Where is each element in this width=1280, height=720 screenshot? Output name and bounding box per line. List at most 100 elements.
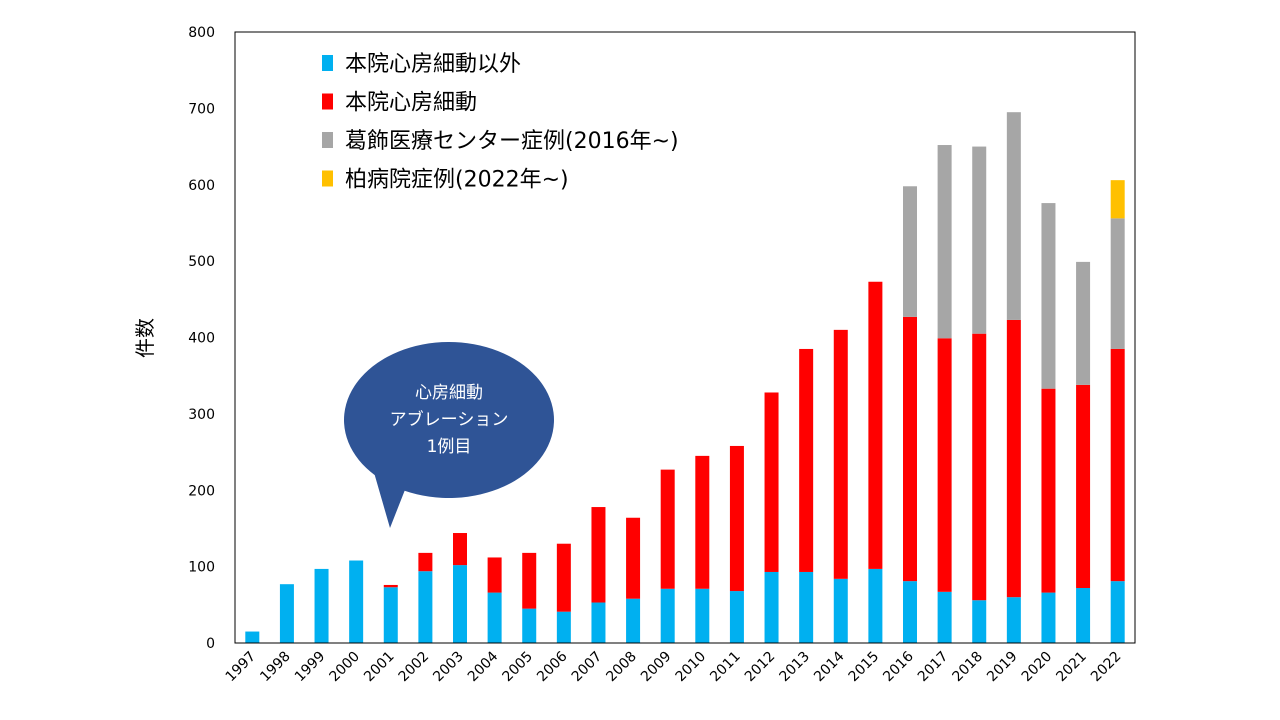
bar-segment-series-2-2018 [972,146,987,334]
bar-segment-series-1-2011 [729,445,744,592]
y-tick-label: 800 [188,25,215,41]
bar-segment-series-2-2019 [1006,112,1021,320]
callout-line-1: 心房細動 [415,383,483,403]
bar-segment-series-1-2018 [972,333,987,601]
bar-segment-series-1-2015 [868,281,883,569]
bar-segment-series-1-2009 [660,469,675,589]
bar-segment-series-0-2010 [695,588,710,643]
x-tick-label: 2019 [984,649,1021,686]
bar-segment-series-0-2011 [729,591,744,643]
bar-segment-series-1-2016 [903,316,917,582]
bar-segment-series-2-2016 [903,186,917,317]
y-tick-label: 500 [188,254,215,270]
legend-swatch-2 [322,132,333,148]
x-tick-label: 2010 [673,649,710,686]
bar-segment-series-0-2020 [1041,592,1056,643]
bar-segment-series-0-2006 [556,611,571,643]
x-tick-label: 1999 [292,649,329,686]
legend-label-0: 本院心房細動以外 [345,52,521,77]
bar-segment-series-0-2017 [937,591,952,643]
x-tick-label: 2009 [638,649,675,686]
callout-line-3: 1例目 [427,437,472,457]
bar-segment-series-0-2005 [522,608,537,643]
x-tick-label: 2021 [1053,649,1090,686]
bar-segment-series-3-2022 [1110,180,1125,219]
bar-segment-series-2-2020 [1041,203,1056,389]
callout-bubble: 心房細動 アブレーション 1例目 [344,342,555,528]
y-tick-label: 400 [188,331,215,347]
legend-swatch-3 [322,170,333,187]
bar-segment-series-1-2004 [487,557,502,593]
bar-segment-series-0-2013 [799,571,814,643]
x-tick-label: 2011 [707,649,744,686]
bar-segment-series-0-2012 [764,571,779,643]
bar-segment-series-1-2014 [833,329,848,579]
plot-frame [234,31,1136,644]
bars-layer [245,112,1125,643]
bar-segment-series-1-2012 [764,392,779,572]
bar-segment-series-0-2007 [591,602,606,643]
y-tick-label: 200 [188,483,215,499]
bar-segment-series-1-2022 [1110,348,1125,582]
bar-segment-series-0-1999 [314,568,329,643]
y-tick-label: 0 [206,636,215,652]
bar-segment-series-0-2000 [349,560,364,643]
x-tick-label: 2005 [500,649,537,686]
bar-segment-series-0-1998 [279,584,294,643]
bar-segment-series-0-2021 [1076,588,1091,643]
x-tick-label: 2001 [361,649,398,686]
callout-line-2: アブレーション [390,409,509,430]
bar-segment-series-0-2014 [833,578,848,643]
legend-swatch-1 [322,93,333,110]
x-tick-label: 2002 [396,649,433,686]
bar-segment-series-0-1997 [245,631,260,643]
bar-segment-series-2-2017 [937,145,952,339]
legend-swatch-0 [322,55,333,71]
bar-segment-series-1-2006 [556,543,571,612]
x-tick-label: 2006 [534,648,571,685]
bar-segment-series-1-2002 [418,552,433,572]
callout-shape [344,342,555,528]
x-axis-ticks: 1997199819992000200120022003200420052006… [223,648,1125,685]
legend-label-3: 柏病院症例(2022年~) [345,168,569,193]
x-tick-label: 2008 [603,649,640,686]
y-tick-label: 700 [188,101,215,117]
bar-segment-series-2-2022 [1110,218,1125,349]
x-tick-label: 2022 [1088,649,1125,686]
bar-segment-series-2-2021 [1076,261,1091,385]
x-tick-label: 2012 [742,649,779,686]
bar-segment-series-0-2003 [453,565,467,643]
bar-segment-series-1-2013 [799,348,814,572]
plot-frame-layer [234,31,1136,644]
bar-segment-series-1-2017 [937,338,952,592]
x-tick-label: 2000 [326,649,363,686]
bar-segment-series-1-2010 [695,455,710,589]
bar-segment-series-0-2008 [626,598,641,643]
bar-segment-series-0-2016 [903,581,917,643]
x-tick-label: 2014 [811,648,848,685]
bar-segment-series-0-2018 [972,600,987,643]
bar-segment-series-1-2007 [591,507,606,603]
bar-segment-series-0-2004 [487,592,502,643]
y-axis-ticks: 0 100 200 300 400 500 600 700 800 [188,25,215,652]
x-tick-label: 2004 [465,648,502,685]
bar-segment-series-1-2005 [522,552,537,609]
bar-segment-series-0-2019 [1006,597,1021,643]
legend-label-1: 本院心房細動 [345,91,477,116]
bar-segment-series-1-2008 [626,517,641,599]
x-tick-label: 2007 [569,649,606,686]
x-tick-label: 2015 [846,649,883,686]
x-tick-label: 1997 [223,649,260,686]
bar-segment-series-1-2019 [1006,319,1021,598]
bar-segment-series-1-2001 [383,584,398,588]
bar-segment-series-1-2021 [1076,384,1091,589]
x-tick-label: 1998 [257,649,294,686]
y-tick-label: 300 [188,407,215,423]
x-tick-label: 2017 [915,649,952,686]
y-axis-label: 件数 [133,318,157,358]
bar-segment-series-0-2022 [1110,581,1125,643]
x-tick-label: 2013 [776,649,813,686]
bar-segment-series-1-2020 [1041,388,1056,593]
